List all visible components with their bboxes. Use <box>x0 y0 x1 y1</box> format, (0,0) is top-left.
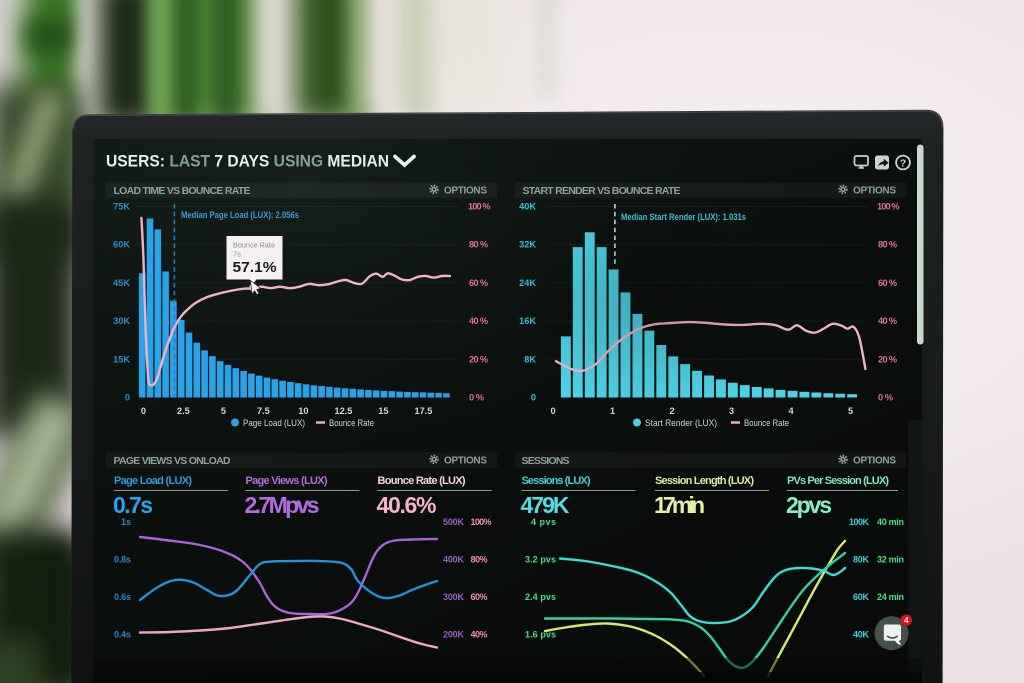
svg-text:40K: 40K <box>519 202 536 212</box>
svg-text:0: 0 <box>141 406 146 416</box>
svg-text:Bounce Rate: Bounce Rate <box>329 418 374 429</box>
svg-text:2: 2 <box>669 406 674 416</box>
svg-text:USERS: LAST 7 DAYS USING MEDIA: USERS: LAST 7 DAYS USING MEDIAN <box>106 152 389 171</box>
svg-text:32 min: 32 min <box>877 555 904 565</box>
svg-text:80K: 80K <box>853 555 870 565</box>
svg-text:80%: 80% <box>471 555 488 565</box>
svg-text:PAGE VIEWS VS ONLOAD: PAGE VIEWS VS ONLOAD <box>114 455 231 467</box>
svg-text:2.7Mpvs: 2.7Mpvs <box>245 492 320 518</box>
svg-text:0.7s: 0.7s <box>113 492 153 518</box>
svg-text:OPTIONS: OPTIONS <box>853 456 896 467</box>
svg-text:100K: 100K <box>849 517 870 527</box>
svg-text:15: 15 <box>378 406 388 416</box>
svg-text:15K: 15K <box>113 354 130 364</box>
svg-text:Session Length (LUX): Session Length (LUX) <box>655 475 754 487</box>
svg-text:400K: 400K <box>443 555 465 565</box>
svg-text:75K: 75K <box>113 202 130 212</box>
svg-text:20 %: 20 % <box>469 354 488 364</box>
svg-text:LOAD TIME VS BOUNCE RATE: LOAD TIME VS BOUNCE RATE <box>114 185 251 197</box>
svg-text:3: 3 <box>729 406 734 416</box>
svg-text:SESSIONS: SESSIONS <box>522 455 570 467</box>
svg-text:30K: 30K <box>113 316 130 326</box>
svg-text:60K: 60K <box>853 592 870 602</box>
svg-text:60 %: 60 % <box>878 278 897 288</box>
svg-text:OPTIONS: OPTIONS <box>444 186 487 197</box>
svg-text:200K: 200K <box>443 630 465 640</box>
svg-text:12.5: 12.5 <box>334 406 352 416</box>
svg-text:40 %: 40 % <box>469 316 488 326</box>
svg-text:0.8s: 0.8s <box>114 555 131 565</box>
svg-text:300K: 300K <box>443 592 465 602</box>
svg-text:Bounce Rate: Bounce Rate <box>233 241 275 250</box>
svg-text:40%: 40% <box>471 630 488 640</box>
svg-text:3.2 pvs: 3.2 pvs <box>525 555 556 565</box>
svg-text:100 %: 100 % <box>877 202 900 212</box>
svg-text:?: ? <box>900 158 906 170</box>
svg-text:60%: 60% <box>471 592 488 602</box>
svg-text:100 %: 100 % <box>468 202 491 212</box>
svg-text:100%: 100% <box>471 517 492 527</box>
svg-text:OPTIONS: OPTIONS <box>444 456 487 467</box>
svg-text:0: 0 <box>550 406 555 416</box>
svg-text:Sessions (LUX): Sessions (LUX) <box>522 475 591 487</box>
svg-text:2.4 pvs: 2.4 pvs <box>525 592 556 602</box>
svg-text:5: 5 <box>848 406 853 416</box>
svg-text:2pvs: 2pvs <box>786 492 832 518</box>
svg-text:Page Views (LUX): Page Views (LUX) <box>246 475 328 487</box>
svg-text:1: 1 <box>610 406 615 416</box>
svg-text:Bounce Rate: Bounce Rate <box>744 418 789 429</box>
svg-text:Start Render (LUX): Start Render (LUX) <box>645 418 717 429</box>
svg-text:4: 4 <box>788 406 794 416</box>
svg-text:500K: 500K <box>443 517 465 527</box>
svg-text:479K: 479K <box>521 492 570 518</box>
svg-text:60K: 60K <box>113 240 130 250</box>
svg-text:24 min: 24 min <box>877 592 904 602</box>
svg-text:0 %: 0 % <box>878 393 893 403</box>
svg-text:17.5: 17.5 <box>414 406 432 416</box>
svg-text:Page Load (LUX): Page Load (LUX) <box>243 418 305 429</box>
svg-text:17min: 17min <box>654 492 705 518</box>
svg-text:4: 4 <box>904 616 909 625</box>
svg-text:0 %: 0 % <box>469 393 484 403</box>
svg-text:80 %: 80 % <box>878 240 897 250</box>
svg-text:0.4s: 0.4s <box>114 630 131 640</box>
svg-text:5: 5 <box>221 406 226 416</box>
svg-text:40 min: 40 min <box>877 517 904 527</box>
svg-text:0: 0 <box>125 393 130 403</box>
svg-text:57.1%: 57.1% <box>233 259 277 276</box>
svg-text:PVs Per Session (LUX): PVs Per Session (LUX) <box>787 475 889 487</box>
svg-text:10: 10 <box>298 406 308 416</box>
svg-text:Page Load (LUX): Page Load (LUX) <box>114 475 192 487</box>
svg-text:0: 0 <box>531 393 536 403</box>
svg-text:7.5: 7.5 <box>257 406 270 416</box>
svg-text:60 %: 60 % <box>469 278 488 288</box>
svg-text:OPTIONS: OPTIONS <box>853 186 896 197</box>
svg-text:45K: 45K <box>113 278 130 288</box>
svg-text:7s: 7s <box>233 250 241 259</box>
svg-text:Bounce Rate (LUX): Bounce Rate (LUX) <box>378 475 466 487</box>
svg-text:1s: 1s <box>121 517 131 527</box>
svg-text:40K: 40K <box>853 630 870 640</box>
svg-text:40 %: 40 % <box>878 316 897 326</box>
svg-text:4 pvs: 4 pvs <box>531 517 556 527</box>
svg-text:80 %: 80 % <box>469 240 488 250</box>
svg-text:20 %: 20 % <box>878 354 897 364</box>
svg-text:0.6s: 0.6s <box>114 592 131 602</box>
svg-text:40.6%: 40.6% <box>377 492 437 518</box>
svg-text:1.6 pvs: 1.6 pvs <box>525 630 556 640</box>
svg-text:Median Page Load (LUX): 2.056s: Median Page Load (LUX): 2.056s <box>181 210 299 221</box>
svg-text:2.5: 2.5 <box>177 406 190 416</box>
